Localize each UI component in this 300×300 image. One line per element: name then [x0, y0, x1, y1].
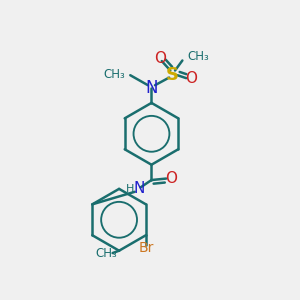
Text: H: H: [125, 184, 134, 194]
Text: O: O: [166, 171, 178, 186]
Text: O: O: [185, 71, 197, 86]
Text: S: S: [166, 66, 179, 84]
Text: CH₃: CH₃: [103, 68, 125, 81]
Text: N: N: [145, 79, 158, 97]
Text: N: N: [133, 182, 145, 196]
Text: CH₃: CH₃: [188, 50, 209, 63]
Text: O: O: [154, 51, 166, 66]
Text: CH₃: CH₃: [96, 247, 118, 260]
Text: Br: Br: [138, 242, 154, 256]
